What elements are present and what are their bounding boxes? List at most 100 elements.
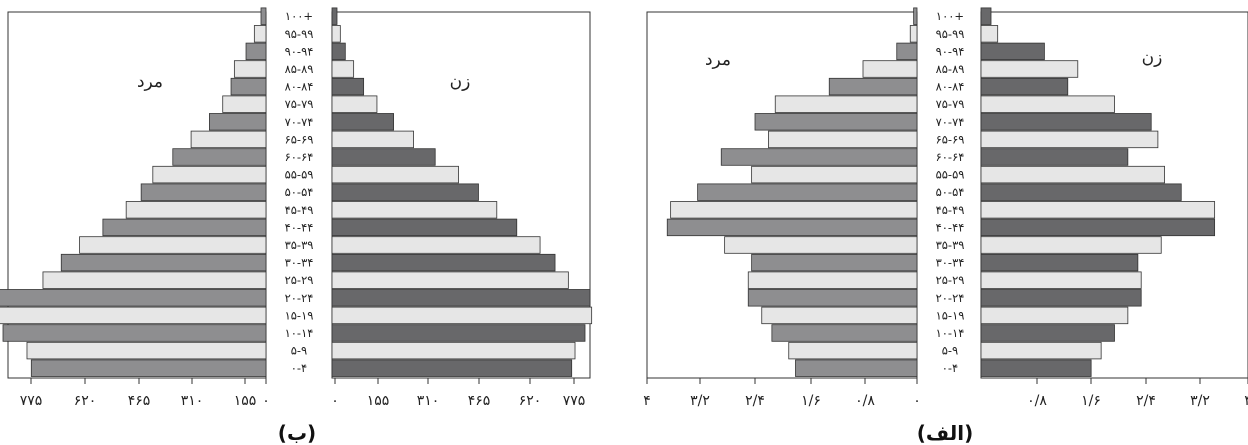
age-group-label: ۸۵-۸۹ xyxy=(285,62,314,76)
female-tick-label: ۰/۸ xyxy=(1027,393,1047,409)
female-bar xyxy=(980,25,999,43)
male-bar xyxy=(828,77,918,96)
female-bar xyxy=(331,95,378,113)
age-group-label: ۰-۴ xyxy=(291,361,308,375)
age-group-label: ۵۰-۵۴ xyxy=(936,185,965,199)
male-tick-label: ۷۷۵ xyxy=(20,393,43,409)
female-bar xyxy=(980,359,1092,377)
age-group-label: ۳۰-۳۴ xyxy=(285,256,314,270)
female-bar xyxy=(980,148,1129,166)
male-tick-label: ۴ xyxy=(643,393,651,409)
male-tick-label: ۰ xyxy=(913,393,921,409)
female-tick-label: ۷۷۵ xyxy=(563,393,586,409)
male-bar xyxy=(102,218,267,237)
female-bar xyxy=(980,42,1045,61)
female-bar xyxy=(980,183,1182,201)
male-bar xyxy=(190,130,267,149)
female-tick-label: ۱/۶ xyxy=(1081,393,1101,409)
male-bar xyxy=(172,148,267,166)
male-bar xyxy=(697,183,918,201)
age-group-label: ۴۰-۴۴ xyxy=(936,220,965,234)
female-bar xyxy=(331,271,569,289)
male-bar xyxy=(751,253,918,272)
age-group-label: ۴۵-۴۹ xyxy=(936,203,965,217)
male-bar xyxy=(253,25,267,43)
age-group-label: ۷۵-۷۹ xyxy=(936,97,965,111)
male-bar xyxy=(768,130,918,149)
age-group-label: ۱۰-۱۴ xyxy=(285,326,314,340)
male-bar xyxy=(896,42,918,61)
female-bar xyxy=(331,324,586,342)
female-bar xyxy=(331,359,573,377)
female-bar xyxy=(980,271,1142,289)
female-bar xyxy=(331,183,479,201)
female-tick-label: ۱۵۵ xyxy=(367,393,390,409)
age-group-label: ۹۰-۹۴ xyxy=(936,44,965,58)
male-bar xyxy=(233,60,267,78)
age-group-label: ۹۰-۹۴ xyxy=(285,44,314,58)
age-group-label: ۷۰-۷۴ xyxy=(936,115,965,129)
female-bar xyxy=(331,253,556,272)
male-tick-label: ۴۶۵ xyxy=(128,393,151,409)
female-bar xyxy=(331,306,593,325)
female-bar xyxy=(980,236,1162,254)
female-bar xyxy=(331,201,498,219)
male-bar xyxy=(747,289,918,307)
female-tick-label: ۴۶۵ xyxy=(468,393,491,409)
female-bar xyxy=(331,7,338,25)
male-bar xyxy=(761,306,918,325)
age-group-label: ۵۰-۵۴ xyxy=(285,185,314,199)
female-bar xyxy=(980,130,1159,149)
male-tick-label: ۱۵۵ xyxy=(234,393,257,409)
age-group-label: ۲۰-۲۴ xyxy=(936,291,965,305)
age-group-label: ۱۵-۱۹ xyxy=(285,308,314,322)
male-bar xyxy=(670,201,918,219)
male-bar xyxy=(788,341,918,360)
age-group-label: ۱۰۰+ xyxy=(285,9,313,23)
female-tick-label: ۳۱۰ xyxy=(417,393,440,409)
female-bar xyxy=(331,60,355,78)
male-bar xyxy=(30,359,267,377)
female-bar xyxy=(980,95,1115,113)
male-tick-label: ۰/۸ xyxy=(855,393,875,409)
female-bar xyxy=(331,42,346,61)
male-bar xyxy=(140,183,267,201)
age-group-label: ۷۰-۷۴ xyxy=(285,115,314,129)
female-label: زن xyxy=(1142,48,1163,68)
female-bar xyxy=(980,324,1115,342)
female-bar xyxy=(980,201,1216,219)
age-group-label: ۸۵-۸۹ xyxy=(936,62,965,76)
age-group-label: ۹۵-۹۹ xyxy=(285,27,314,41)
male-bar xyxy=(0,306,267,325)
age-group-label: ۶۵-۶۹ xyxy=(285,132,314,146)
male-tick-label: ۲/۴ xyxy=(745,393,765,409)
male-bar xyxy=(245,42,267,61)
female-tick-label: ۳/۲ xyxy=(1190,393,1210,409)
male-bar xyxy=(222,95,267,113)
male-bar xyxy=(754,113,918,131)
female-bar xyxy=(331,113,394,131)
male-bar xyxy=(774,95,918,113)
age-group-label: ۱۵-۱۹ xyxy=(936,308,965,322)
age-group-label: ۲۰-۲۴ xyxy=(285,291,314,305)
male-bar xyxy=(862,60,918,78)
female-bar xyxy=(980,341,1102,360)
male-bar xyxy=(913,7,918,25)
age-group-label: ۵-۹ xyxy=(291,344,308,358)
age-group-label: ۹۵-۹۹ xyxy=(936,27,965,41)
female-tick-label: ۰ xyxy=(331,393,339,409)
male-bar xyxy=(42,271,267,289)
female-bar xyxy=(331,165,459,184)
male-bar xyxy=(747,271,918,289)
age-group-label: ۱۰۰+ xyxy=(936,9,964,23)
age-group-label: ۶۰-۶۴ xyxy=(285,150,314,164)
male-bar xyxy=(209,113,267,131)
female-bar xyxy=(331,130,414,149)
age-group-label: ۵۵-۵۹ xyxy=(285,168,314,182)
age-group-label: ۳۵-۳۹ xyxy=(936,238,965,252)
male-bar xyxy=(26,341,267,360)
age-group-label: ۶۰-۶۴ xyxy=(936,150,965,164)
age-group-label: ۷۵-۷۹ xyxy=(285,97,314,111)
age-group-label: ۴۵-۴۹ xyxy=(285,203,314,217)
